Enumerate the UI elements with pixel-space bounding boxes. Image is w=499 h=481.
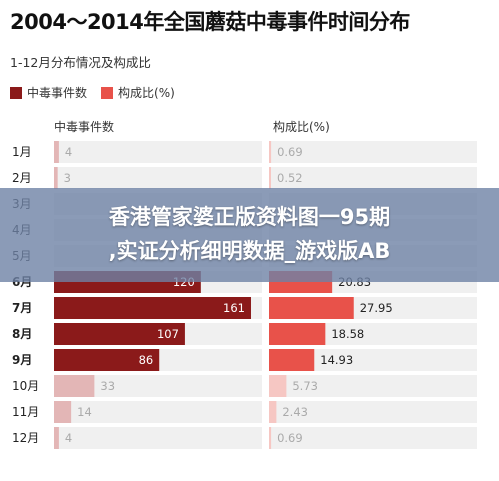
panel-header-count: 中毒事件数 [54,119,114,134]
count-label: 33 [100,379,115,393]
panel-header-ratio: 构成比(%) [273,119,330,134]
legend-item-ratio: 构成比(%) [101,84,175,101]
count-label: 86 [139,353,154,367]
row-bg-ratio [269,349,477,371]
count-label: 161 [223,301,245,315]
row-bg-ratio [269,427,477,449]
ratio-label: 14.93 [320,353,353,367]
chart-title: 2004～2014年全国蘑菇中毒事件时间分布 [10,10,410,34]
ratio-label: 2.43 [282,405,308,419]
row-bg-count [54,141,262,163]
month-label: 9月 [12,353,32,367]
count-bar [54,375,95,397]
legend-swatch-ratio [101,86,114,99]
row-bg-ratio [269,401,477,423]
month-label: 11月 [12,405,39,419]
legend-swatch-count [10,86,22,99]
count-bar [54,141,59,163]
ratio-bar [269,427,272,449]
month-label: 8月 [12,327,32,341]
row-bg-count [54,375,262,397]
count-label: 107 [157,327,179,341]
ratio-label: 0.69 [277,431,303,445]
row-bg-ratio [269,141,477,163]
count-bar [54,167,58,189]
row-bg-count [54,427,262,449]
chart-subtitle: 1-12月分布情况及构成比 [10,55,151,70]
count-bar [54,323,185,345]
ratio-label: 18.58 [331,327,364,341]
month-label: 2月 [12,171,32,185]
count-bar [54,427,59,449]
row-bg-count [54,401,262,423]
ratio-bar [269,297,354,319]
ratio-bar [269,167,271,189]
ratio-label: 0.52 [277,171,303,185]
row-bg-count [54,167,262,189]
watermark-banner [0,188,499,282]
legend: 中毒事件数 构成比(%) [10,84,175,101]
ratio-bar [269,323,326,345]
month-label: 1月 [12,145,32,159]
ratio-bar [269,349,315,371]
legend-label-ratio: 构成比(%) [118,86,175,100]
legend-item-count: 中毒事件数 [10,84,87,101]
month-label: 7月 [12,301,32,315]
ratio-bar [269,375,287,397]
count-label: 3 [64,171,71,185]
legend-label-count: 中毒事件数 [27,86,88,100]
count-bar [54,297,251,319]
bar-chart: 中毒事件数构成比(%)1月40.692月30.523月4月5月6月12020.8… [12,119,477,449]
watermark-line-1: 香港管家婆正版资料图一95期 [108,205,391,229]
count-label: 4 [65,431,72,445]
ratio-label: 27.95 [360,301,393,315]
ratio-label: 0.69 [277,145,303,159]
ratio-bar [269,141,272,163]
count-label: 4 [65,145,72,159]
ratio-label: 5.73 [292,379,318,393]
count-bar [54,401,72,423]
count-bar [54,349,160,371]
month-label: 10月 [12,379,39,393]
month-label: 12月 [12,431,39,445]
watermark-line-2: ,实证分析细明数据_游戏版AB [108,239,391,263]
row-bg-ratio [269,375,477,397]
row-bg-ratio [269,167,477,189]
watermark-text: 香港管家婆正版资料图一95期 ,实证分析细明数据_游戏版AB [0,200,499,268]
ratio-bar [269,401,277,423]
count-label: 14 [77,405,92,419]
